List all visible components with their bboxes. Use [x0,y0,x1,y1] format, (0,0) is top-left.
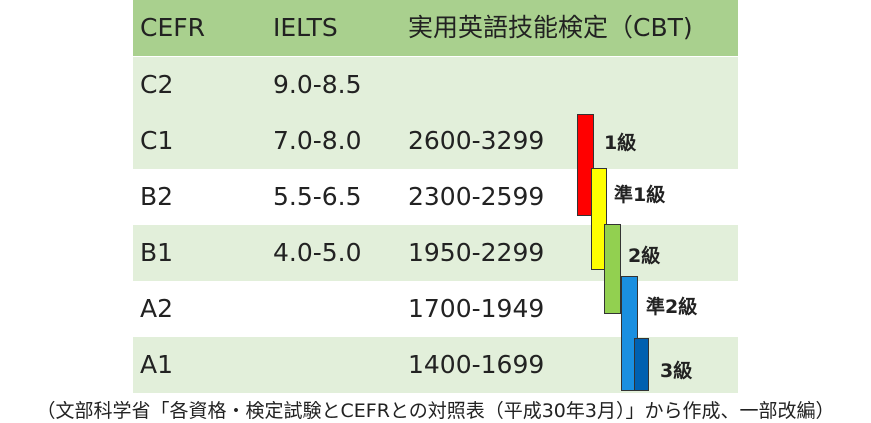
table-row: C2 9.0-8.5 [133,57,738,113]
cell: C2 [140,70,174,99]
cell: 1950-2299 [408,238,545,267]
source-note: （文部科学省「各資格・検定試験とCEFRとの対照表（平成30年3月）」から作成、… [36,400,835,422]
cell: 9.0-8.5 [273,70,362,99]
grade-bar [634,338,649,391]
cell: 1700-1949 [408,294,545,323]
header-cell: IELTS [273,13,338,42]
header-cell: CEFR [140,13,206,42]
cell: C1 [140,126,174,155]
header-row: CEFR IELTS 実用英語技能検定（CBT) [133,0,738,56]
header-cell: 実用英語技能検定（CBT) [408,13,693,42]
cell: A1 [140,350,174,379]
grade-label: 3級 [660,360,693,382]
cell: 7.0-8.0 [273,126,362,155]
cell: A2 [140,294,174,323]
grade-label: 準1級 [614,184,666,206]
grade-bar [604,224,621,314]
cell: 4.0-5.0 [273,238,362,267]
grade-label: 1級 [604,132,637,154]
grade-label: 準2級 [646,296,698,318]
grade-bar [577,114,594,216]
cell: 5.5-6.5 [273,182,362,211]
cell: 2300-2599 [408,182,545,211]
table-row: B2 5.5-6.5 2300-2599 [133,169,738,225]
table-row: B1 4.0-5.0 1950-2299 [133,225,738,281]
grade-bar [621,276,638,391]
cell: 1400-1699 [408,350,545,379]
grade-bar [591,168,607,270]
cell: B1 [140,238,174,267]
cell: B2 [140,182,174,211]
grade-label: 2級 [628,245,661,267]
table-row: C1 7.0-8.0 2600-3299 [133,113,738,169]
cell: 2600-3299 [408,126,545,155]
